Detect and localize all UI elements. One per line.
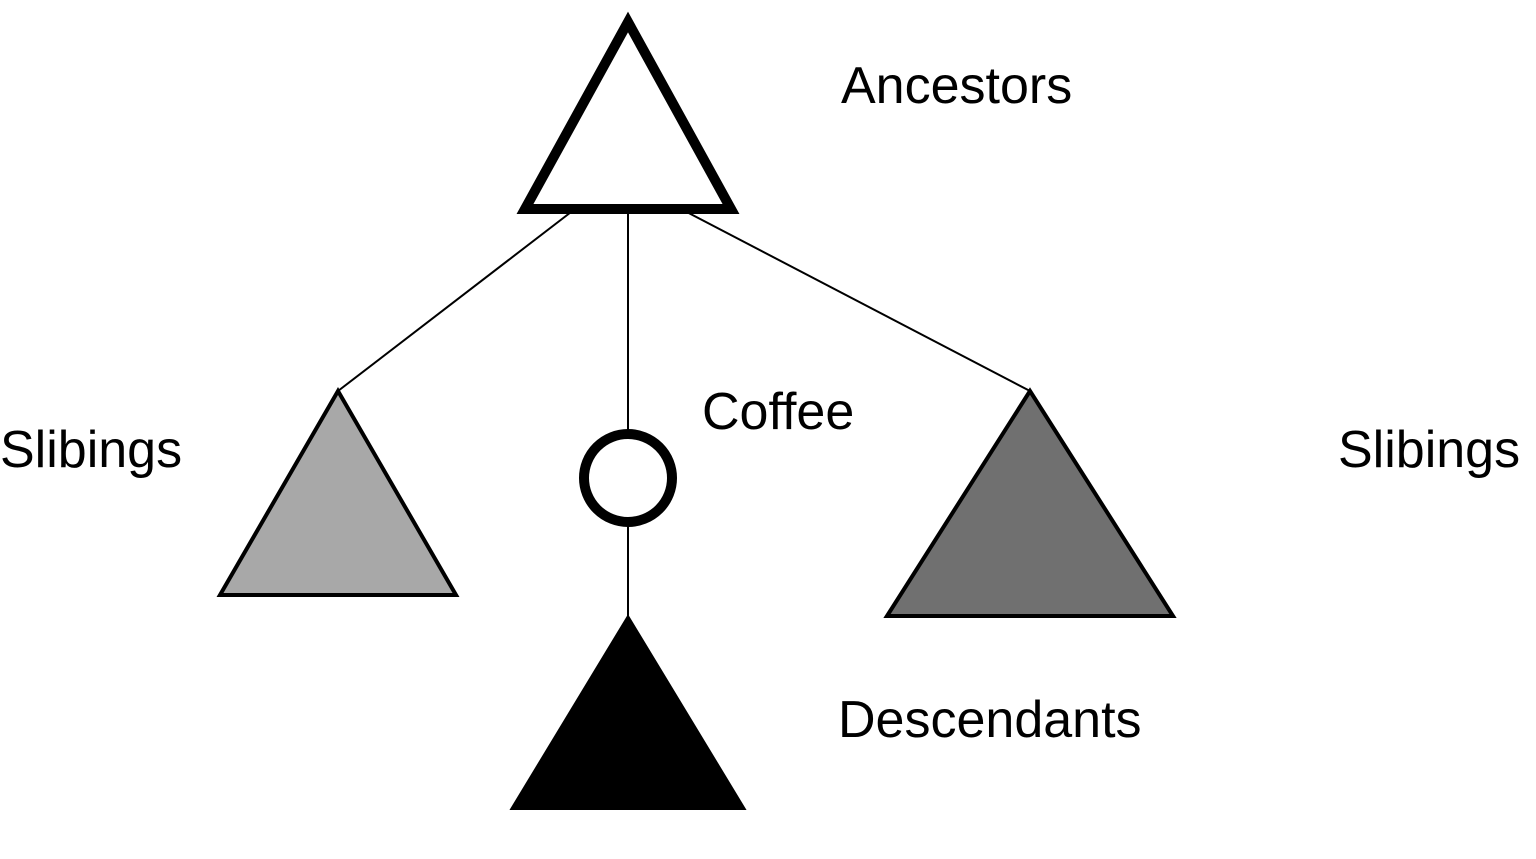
sibling-right-triangle (887, 391, 1173, 616)
ancestors-label: Ancestors (841, 56, 1072, 116)
siblings-left-label: Slibings (0, 420, 182, 480)
descendants-triangle (513, 618, 743, 808)
ancestors-triangle (525, 22, 731, 209)
coffee-circle (584, 434, 672, 522)
coffee-label: Coffee (702, 382, 854, 442)
descendants-label: Descendants (838, 690, 1142, 750)
edge-ancestors-to-sibling-left (338, 209, 575, 391)
siblings-right-label: Slibings (1338, 420, 1520, 480)
edge-ancestors-to-sibling-right (681, 209, 1030, 391)
sibling-left-triangle (220, 391, 456, 595)
